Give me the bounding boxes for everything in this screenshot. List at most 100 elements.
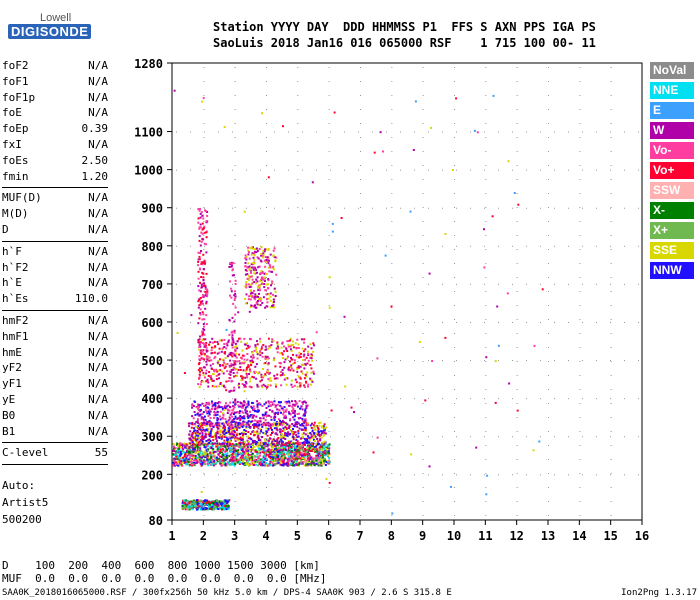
echo-point [273,451,276,453]
grid-dot [454,431,455,432]
echo-point [248,277,251,280]
grid-dot [484,360,485,362]
grid-dot [297,403,299,404]
echo-point [222,463,225,466]
echo-point [284,438,287,440]
echo-point [206,214,209,217]
echo-point [317,457,320,460]
echo-point [199,281,201,284]
echo-point [192,438,195,441]
echo-point [254,443,257,446]
echo-point [228,409,231,412]
echo-point [241,354,244,357]
grid-dot [391,319,393,320]
echo-point [251,262,254,265]
echo-point [219,383,222,385]
echo-point [218,436,221,439]
param-row-yf1: yF1 N/A [2,377,108,392]
echo-point [198,298,201,301]
param-name: fxI [2,138,22,151]
grid-dot [516,249,518,250]
echo-point [269,427,272,430]
echo-point [201,422,204,425]
echo-point [257,457,260,460]
echo-point [200,449,203,452]
echo-point [293,418,296,421]
echo-point [225,456,228,458]
echo-point [292,369,295,372]
echo-point [269,457,272,460]
echo-point [200,458,203,461]
grid-dot [391,81,393,82]
echo-point [275,453,278,456]
echo-point [202,268,205,271]
echo-point [202,253,205,256]
echo-point [230,261,233,264]
echo-point [263,283,266,285]
echo-point [253,434,256,436]
echo-point [301,422,304,425]
echo-point [234,431,236,434]
echo-point [199,441,202,444]
echo-point [283,443,285,446]
echo-point [215,507,218,510]
echo-point [247,274,250,277]
echo-point [240,362,243,365]
echo-point [208,411,211,414]
echo-point [213,462,216,465]
echo-point [202,507,205,510]
grid-dot [579,81,581,82]
grid-dot [246,245,247,247]
echo-point [322,434,325,437]
echo-point [269,460,272,463]
grid-dot [548,347,549,348]
echo-point [255,432,258,435]
echo-point [205,346,208,349]
echo-point [246,415,249,418]
echo-point [218,401,221,404]
grid-dot [422,459,424,460]
echo-point [272,441,275,444]
echo-point [231,419,234,422]
grid-dot [579,501,581,502]
echo-point [260,283,263,285]
echo-point [239,446,242,448]
echo-point [197,453,200,456]
grid-dot [330,474,331,476]
echo-point [296,440,299,443]
echo-point [241,432,244,435]
grid-dot [485,487,487,488]
param-row-fof2: foF2 N/A [2,59,108,74]
echo-point [294,400,297,403]
echo-point [271,401,274,404]
echo-point [265,427,268,430]
echo-point [214,422,217,425]
echo-point [250,414,253,416]
grid-dot [203,151,205,152]
echo-point [234,368,237,371]
grid-dot [386,474,387,476]
echo-point [242,447,245,450]
echo-point [252,440,255,443]
echo-point [294,436,297,439]
echo-point [244,302,247,305]
echo-point [201,330,203,333]
echo-point [220,370,223,373]
grid-dot [422,389,424,390]
echo-point [275,452,278,455]
echo-point [238,362,241,365]
echo-point [184,460,187,463]
echo-point [247,253,250,256]
echo-point [224,351,227,354]
echo-point [229,401,232,404]
param-name: fmin [2,169,29,183]
grid-dot [454,501,455,502]
echo-point [196,413,199,415]
grid-dot [526,245,527,247]
echo-point [197,448,200,451]
echo-point [209,410,212,413]
echo-point [267,448,270,451]
grid-dot [624,245,625,247]
echo-point [297,443,299,446]
echo-point [283,446,286,448]
